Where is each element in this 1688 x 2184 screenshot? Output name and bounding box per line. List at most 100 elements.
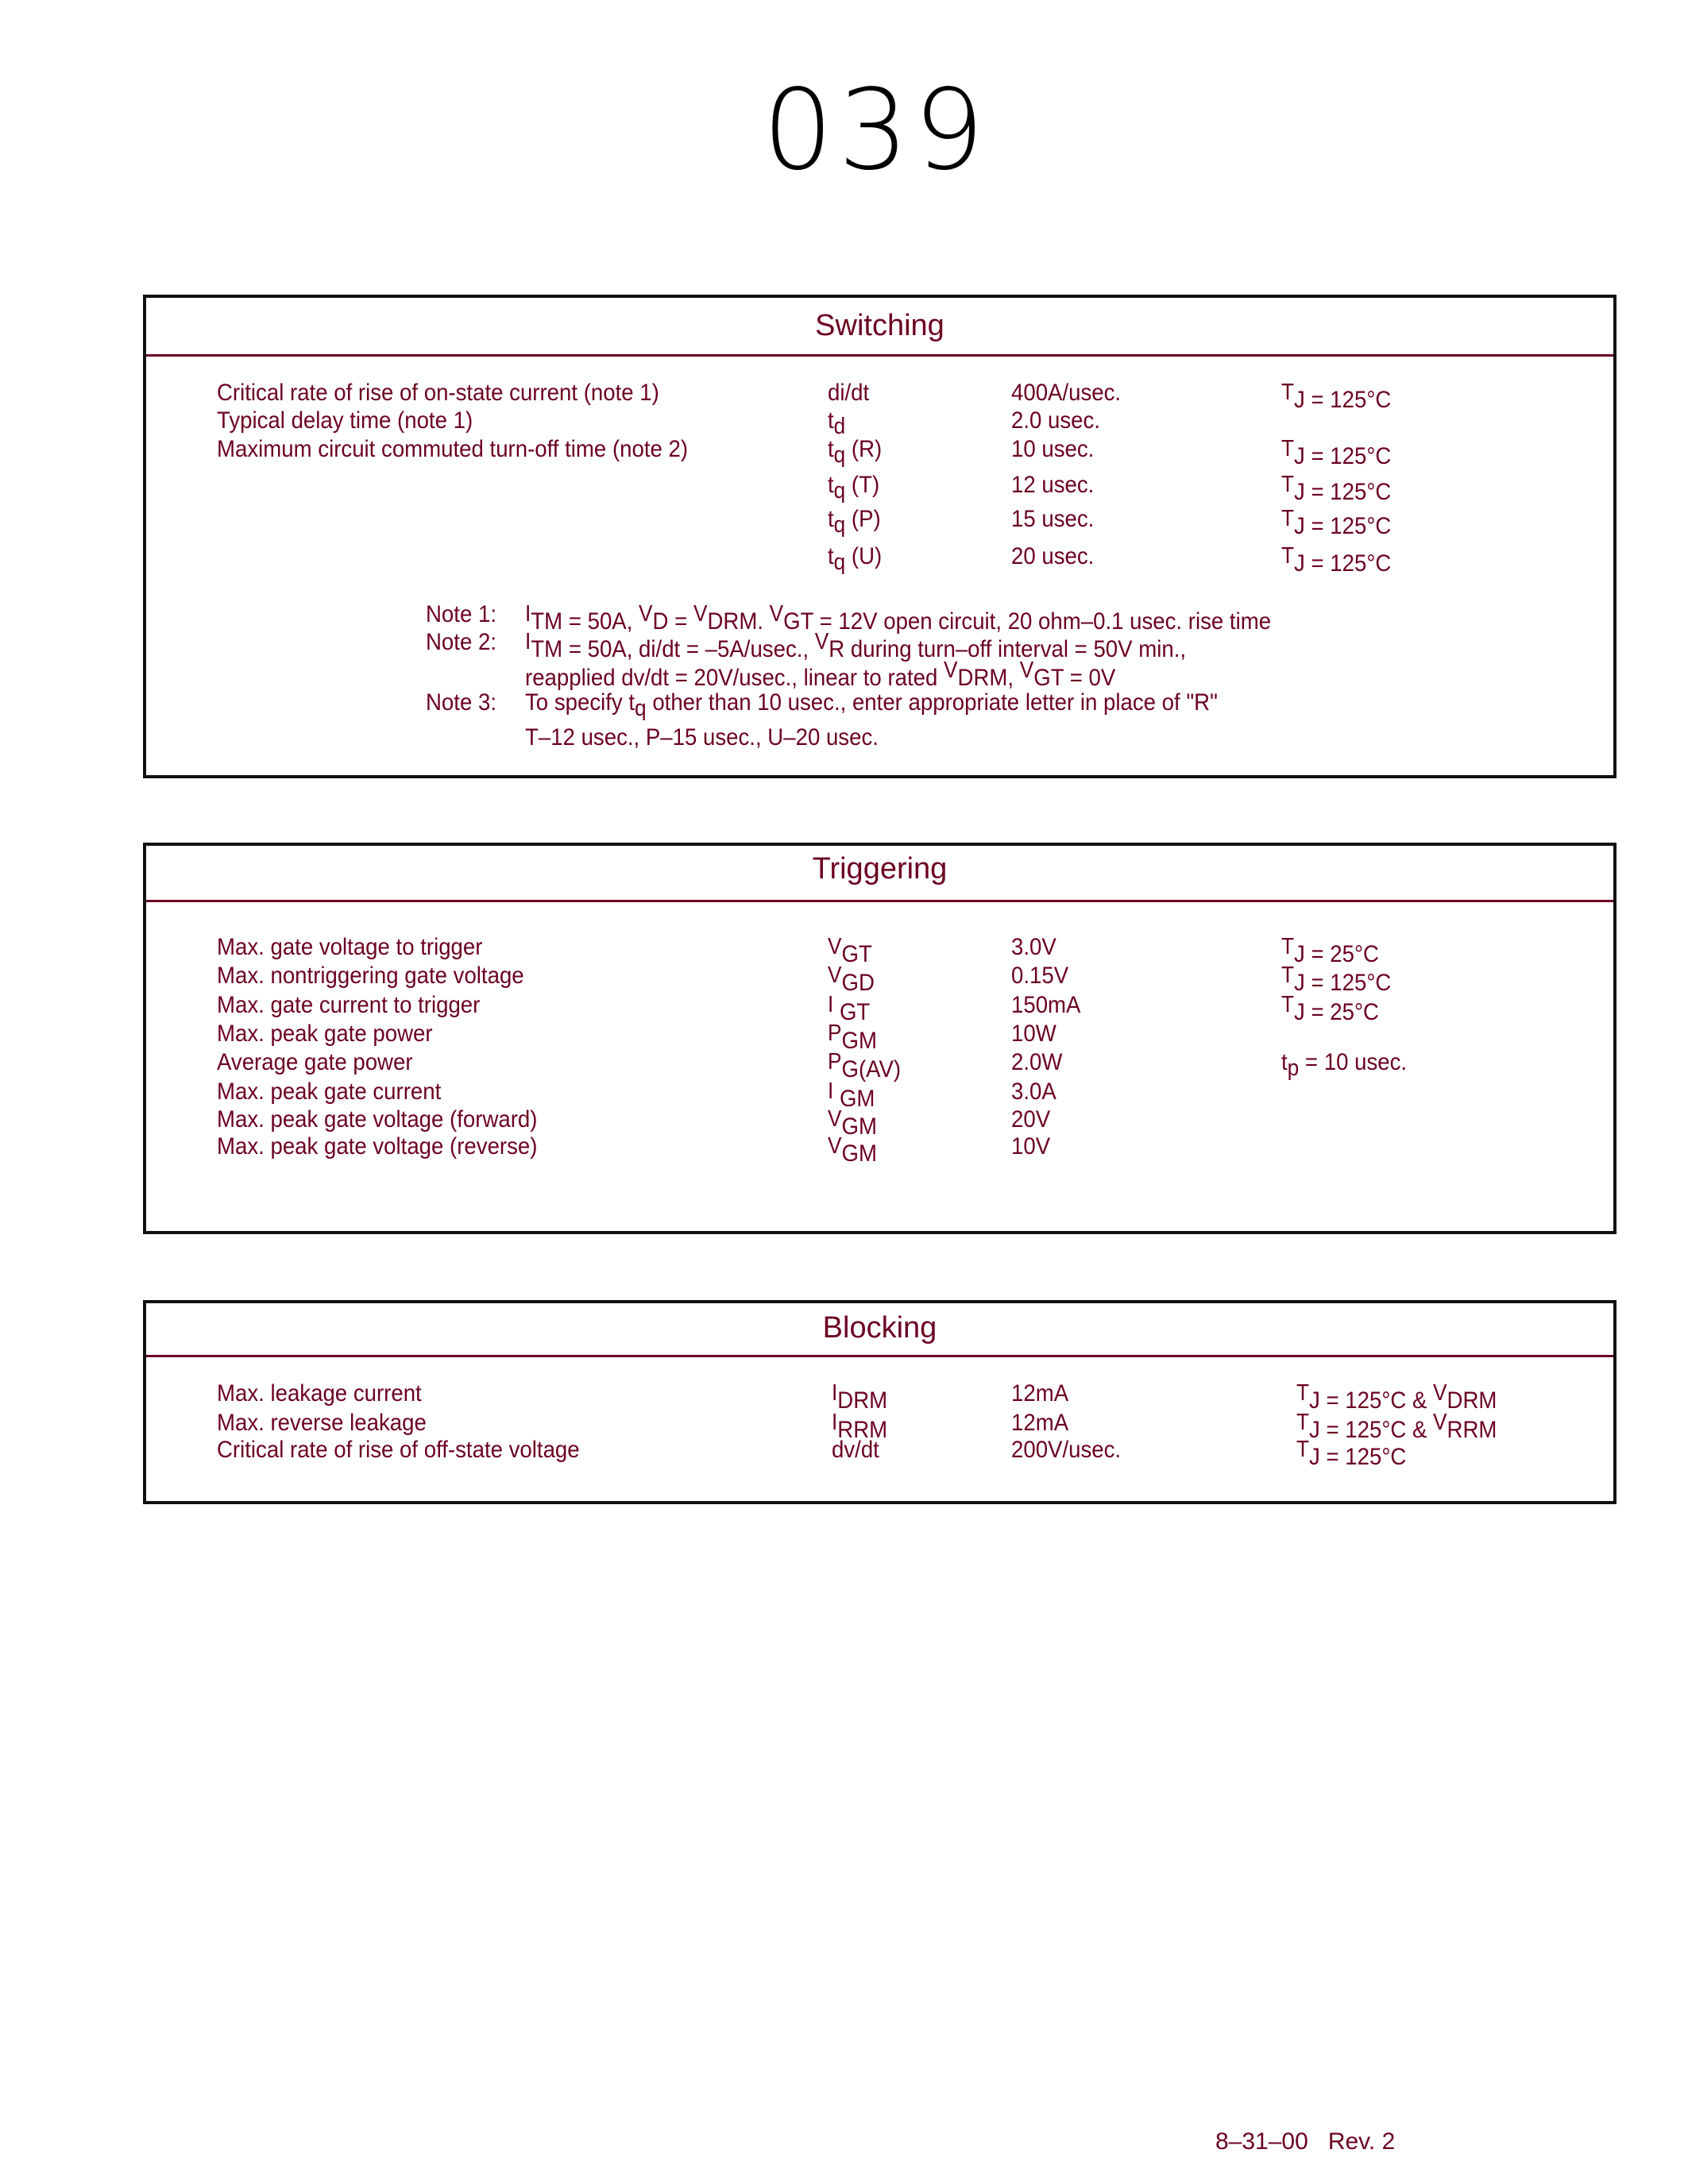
note-text-segment: GT bbox=[783, 608, 813, 635]
parameter-symbol: I GT bbox=[828, 994, 870, 1024]
parameter-label: Average gate power bbox=[217, 1049, 413, 1075]
parameter-symbol-segment: I bbox=[828, 992, 834, 1017]
parameter-symbol: IDRM bbox=[832, 1382, 887, 1413]
note-text-segment: = 50A, bbox=[562, 608, 639, 635]
parameter-symbol-segment: RRM bbox=[837, 1416, 888, 1443]
parameter-symbol-segment: t bbox=[828, 506, 834, 532]
parameter-value: 20 usec. bbox=[1011, 543, 1095, 569]
blocking-header: Blocking bbox=[146, 1311, 1613, 1357]
note-text-segment: other than 10 usec., enter appropriate l… bbox=[646, 689, 1218, 716]
parameter-value: 12mA bbox=[1011, 1410, 1069, 1436]
test-condition-segment: T bbox=[1281, 963, 1295, 988]
parameter-value: 10 usec. bbox=[1011, 436, 1095, 462]
parameter-label: Critical rate of rise of off-state volta… bbox=[217, 1437, 580, 1463]
parameter-symbol: di/dt bbox=[828, 381, 869, 405]
test-condition-segment: T bbox=[1281, 934, 1295, 959]
test-condition-segment: = 125°C bbox=[1304, 512, 1392, 539]
parameter-symbol: PG(AV) bbox=[828, 1051, 901, 1082]
note-label: Note 3: bbox=[426, 689, 496, 716]
test-condition-segment: J bbox=[1309, 1416, 1320, 1443]
parameter-value: 3.0V bbox=[1011, 934, 1056, 960]
test-condition-segment: J bbox=[1294, 940, 1305, 967]
note-text-segment: V bbox=[639, 601, 653, 627]
note-text: ITM = 50A, VD = VDRM. VGT = 12V open cir… bbox=[525, 603, 1271, 634]
test-condition-segment: T bbox=[1281, 472, 1295, 497]
note-text-segment: reapplied dv/dt = 20V/usec., linear to r… bbox=[525, 664, 944, 691]
parameter-symbol-segment: V bbox=[828, 1106, 842, 1132]
parameter-label: Max. nontriggering gate voltage bbox=[217, 963, 524, 989]
parameter-label: Max. peak gate power bbox=[217, 1021, 433, 1047]
parameter-symbol-segment: GD bbox=[841, 969, 875, 996]
parameter-symbol-segment: t bbox=[828, 407, 834, 434]
test-condition-segment: p bbox=[1287, 1055, 1300, 1082]
parameter-label: Max. peak gate voltage (forward) bbox=[217, 1106, 538, 1133]
parameter-symbol-segment: P bbox=[828, 1021, 842, 1046]
parameter-label: Max. leakage current bbox=[217, 1380, 422, 1406]
parameter-symbol: dv/dt bbox=[832, 1438, 879, 1462]
note-text: To specify tq other than 10 usec., enter… bbox=[525, 691, 1218, 720]
note-text-segment: DRM. bbox=[707, 608, 770, 635]
parameter-symbol-segment: GT bbox=[841, 940, 872, 967]
note-text-segment: V bbox=[944, 658, 958, 683]
parameter-label: Max. gate voltage to trigger bbox=[217, 934, 483, 960]
note-text-segment: TM bbox=[531, 635, 563, 662]
parameter-symbol: PGM bbox=[828, 1022, 877, 1053]
test-condition: tp = 10 usec. bbox=[1281, 1051, 1407, 1080]
parameter-symbol: tq (P) bbox=[828, 507, 881, 537]
parameter-symbol-segment: GM bbox=[841, 1113, 877, 1140]
parameter-symbol-segment: V bbox=[828, 1133, 842, 1159]
note-text-segment: D bbox=[652, 608, 669, 635]
test-condition-segment: = 125°C bbox=[1304, 478, 1392, 505]
note-text-segment: GT bbox=[1033, 664, 1064, 691]
parameter-value: 20V bbox=[1011, 1106, 1051, 1133]
parameter-label: Max. reverse leakage bbox=[217, 1410, 427, 1436]
parameter-label: Max. peak gate current bbox=[217, 1078, 442, 1105]
parameter-value: 10V bbox=[1011, 1133, 1051, 1160]
test-condition: TJ = 25°C bbox=[1281, 994, 1379, 1024]
note-text-segment: R bbox=[829, 635, 845, 662]
note-text: ITM = 50A, di/dt = –5A/usec., VR during … bbox=[525, 631, 1186, 662]
test-condition-segment: J bbox=[1294, 550, 1305, 577]
triggering-header: Triggering bbox=[146, 852, 1613, 902]
parameter-symbol: IRRM bbox=[832, 1411, 887, 1442]
test-condition: TJ = 25°C bbox=[1281, 936, 1379, 967]
note-text: reapplied dv/dt = 20V/usec., linear to r… bbox=[525, 659, 1115, 690]
test-condition-segment: T bbox=[1281, 436, 1295, 461]
parameter-symbol: VGD bbox=[828, 964, 875, 995]
parameter-value: 12 usec. bbox=[1011, 472, 1095, 498]
test-condition-segment: RRM bbox=[1447, 1416, 1497, 1443]
parameter-symbol-segment: GT bbox=[833, 998, 871, 1025]
parameter-symbol-segment: P bbox=[828, 1049, 842, 1075]
test-condition: TJ = 125°C bbox=[1281, 438, 1391, 469]
parameter-symbol: I GM bbox=[828, 1080, 875, 1111]
parameter-symbol: VGM bbox=[828, 1108, 877, 1139]
test-condition: TJ = 125°C & VRRM bbox=[1296, 1411, 1497, 1442]
note-text-segment: q bbox=[635, 696, 647, 722]
test-condition-segment: J bbox=[1294, 969, 1305, 996]
parameter-symbol-segment: (U) bbox=[845, 543, 883, 569]
parameter-symbol: tq (R) bbox=[828, 438, 882, 467]
test-condition: TJ = 125°C bbox=[1281, 381, 1391, 412]
note-label: Note 2: bbox=[426, 629, 496, 655]
triggering-section: Triggering bbox=[143, 843, 1617, 1234]
note-text-segment: V bbox=[769, 601, 784, 627]
revision-footer: 8–31–00 Rev. 2 bbox=[1215, 2128, 1395, 2155]
test-condition-segment: = 10 usec. bbox=[1299, 1049, 1408, 1075]
test-condition-segment: = 125°C bbox=[1304, 386, 1392, 413]
test-condition-segment: J bbox=[1309, 1387, 1320, 1414]
test-condition-segment: = 125°C bbox=[1304, 550, 1392, 577]
parameter-value: 200V/usec. bbox=[1011, 1437, 1122, 1463]
parameter-value: 2.0 usec. bbox=[1011, 407, 1101, 434]
test-condition-segment: T bbox=[1281, 543, 1295, 569]
parameter-symbol-segment: DRM bbox=[837, 1387, 888, 1414]
parameter-symbol-segment: I bbox=[832, 1410, 838, 1435]
note-text-segment: TM bbox=[531, 608, 563, 635]
parameter-symbol-segment: q bbox=[833, 512, 846, 538]
parameter-symbol-segment: GM bbox=[833, 1085, 875, 1112]
note-text-segment: I bbox=[525, 629, 531, 654]
test-condition-segment: DRM bbox=[1447, 1387, 1497, 1414]
test-condition-segment: = 125°C bbox=[1304, 969, 1392, 996]
parameter-value: 400A/usec. bbox=[1011, 380, 1122, 406]
test-condition-segment: J bbox=[1294, 512, 1305, 539]
test-condition: TJ = 125°C bbox=[1296, 1438, 1406, 1469]
